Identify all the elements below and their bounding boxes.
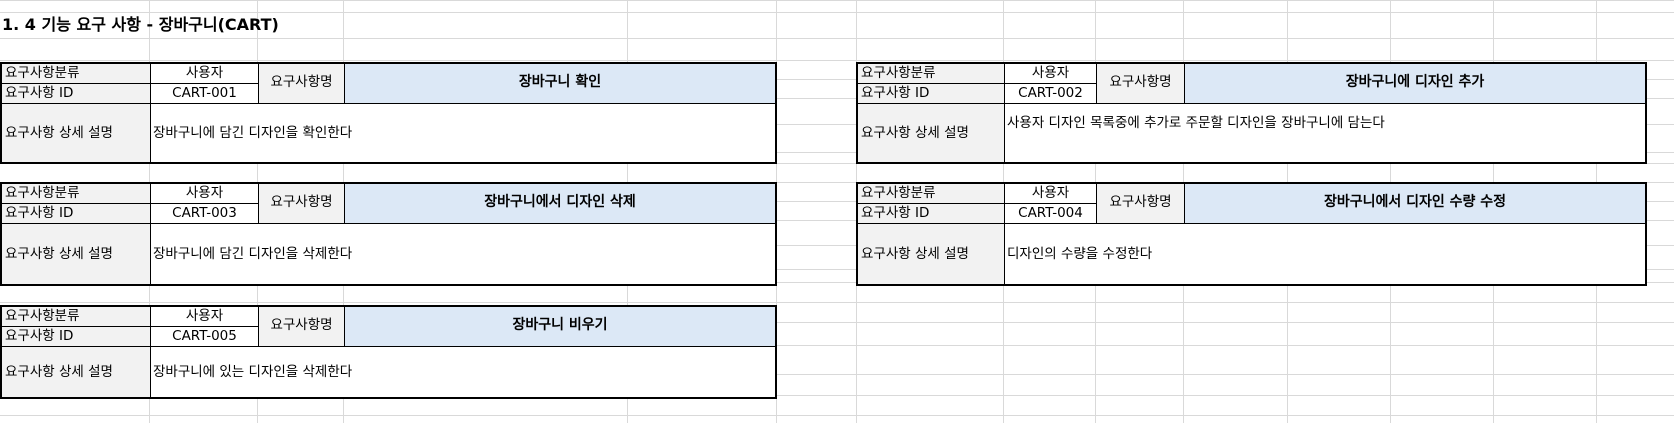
requirement-detail[interactable]: 사용자 디자인 목록중에 추가로 주문할 디자인을 장바구니에 담는다 <box>1007 115 1385 131</box>
requirement-detail[interactable]: 장바구니에 담긴 디자인을 확인한다 <box>153 125 353 141</box>
id-label[interactable]: 요구사항 ID <box>2 84 151 104</box>
detail-label[interactable]: 요구사항 상세 설명 <box>2 224 151 284</box>
requirement-id[interactable]: CART-003 <box>151 204 259 224</box>
requirement-name-label[interactable]: 요구사항명 <box>1097 184 1185 224</box>
user-value[interactable]: 사용자 <box>151 64 259 84</box>
id-label[interactable]: 요구사항 ID <box>2 327 151 347</box>
id-label[interactable]: 요구사항 ID <box>858 84 1005 104</box>
category-label[interactable]: 요구사항분류 <box>2 307 151 327</box>
requirement-detail[interactable]: 장바구니에 있는 디자인을 삭제한다 <box>153 364 353 380</box>
detail-label[interactable]: 요구사항 상세 설명 <box>858 224 1005 284</box>
requirement-block-cart-001: 요구사항분류 사용자 요구사항 ID CART-001 요구사항명 장바구니 확… <box>0 62 777 164</box>
category-label[interactable]: 요구사항분류 <box>858 64 1005 84</box>
requirement-detail[interactable]: 장바구니에 담긴 디자인을 삭제한다 <box>153 246 353 262</box>
requirement-id[interactable]: CART-002 <box>1005 84 1097 104</box>
requirement-name[interactable]: 장바구니 확인 <box>345 64 775 104</box>
requirement-block-cart-002: 요구사항분류 사용자 요구사항 ID CART-002 요구사항명 장바구니에 … <box>856 62 1647 164</box>
requirement-block-cart-004: 요구사항분류 사용자 요구사항 ID CART-004 요구사항명 장바구니에서… <box>856 182 1647 286</box>
requirement-name[interactable]: 장바구니 비우기 <box>345 307 775 347</box>
requirement-name-label[interactable]: 요구사항명 <box>259 184 345 224</box>
user-value[interactable]: 사용자 <box>151 184 259 204</box>
requirement-name-label[interactable]: 요구사항명 <box>259 64 345 104</box>
requirement-id[interactable]: CART-001 <box>151 84 259 104</box>
category-label[interactable]: 요구사항분류 <box>2 64 151 84</box>
detail-label[interactable]: 요구사항 상세 설명 <box>2 104 151 162</box>
requirement-id[interactable]: CART-005 <box>151 327 259 347</box>
requirement-name[interactable]: 장바구니에서 디자인 수량 수정 <box>1185 184 1645 224</box>
category-label[interactable]: 요구사항분류 <box>2 184 151 204</box>
requirement-name[interactable]: 장바구니에서 디자인 삭제 <box>345 184 775 224</box>
requirement-detail[interactable]: 디자인의 수량을 수정한다 <box>1007 246 1153 262</box>
requirement-id[interactable]: CART-004 <box>1005 204 1097 224</box>
id-label[interactable]: 요구사항 ID <box>2 204 151 224</box>
requirement-block-cart-003: 요구사항분류 사용자 요구사항 ID CART-003 요구사항명 장바구니에서… <box>0 182 777 286</box>
requirement-name-label[interactable]: 요구사항명 <box>259 307 345 347</box>
requirement-name[interactable]: 장바구니에 디자인 추가 <box>1185 64 1645 104</box>
sheet-title: 1. 4 기능 요구 사항 - 장바구니(CART) <box>2 15 279 34</box>
category-label[interactable]: 요구사항분류 <box>858 184 1005 204</box>
detail-label[interactable]: 요구사항 상세 설명 <box>2 347 151 397</box>
requirement-name-label[interactable]: 요구사항명 <box>1097 64 1185 104</box>
user-value[interactable]: 사용자 <box>1005 184 1097 204</box>
id-label[interactable]: 요구사항 ID <box>858 204 1005 224</box>
requirement-block-cart-005: 요구사항분류 사용자 요구사항 ID CART-005 요구사항명 장바구니 비… <box>0 305 777 399</box>
user-value[interactable]: 사용자 <box>1005 64 1097 84</box>
user-value[interactable]: 사용자 <box>151 307 259 327</box>
detail-label[interactable]: 요구사항 상세 설명 <box>858 104 1005 162</box>
